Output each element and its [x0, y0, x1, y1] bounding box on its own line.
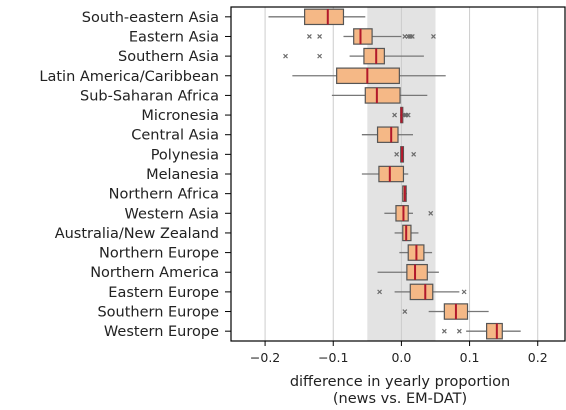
x-axis-label-line2: (news vs. EM-DAT)	[333, 391, 467, 407]
box-group	[377, 283, 467, 301]
x-tick-label: 0.2	[528, 350, 548, 365]
category-label: Melanesia	[146, 167, 219, 183]
outlier-marker	[394, 151, 400, 157]
outlier-stroke	[411, 151, 417, 157]
outlier-stroke	[394, 151, 400, 157]
category-label: Northern Africa	[109, 187, 219, 203]
box-group	[384, 205, 434, 222]
outlier-marker	[431, 34, 436, 39]
x-tick-label: 0.1	[460, 350, 480, 365]
outlier-stroke	[409, 34, 415, 39]
outlier-marker	[283, 53, 288, 59]
box-group	[377, 263, 439, 281]
outlier-marker	[456, 328, 462, 334]
outlier-stroke	[392, 112, 398, 118]
box	[353, 28, 373, 45]
outlier-stroke	[405, 112, 411, 118]
x-axis-label: difference in yearly proportion	[290, 374, 510, 390]
category-label: Polynesia	[151, 147, 219, 163]
outlier-marker	[306, 34, 312, 39]
category-label: Western Asia	[125, 206, 219, 222]
category-label: Western Europe	[104, 324, 219, 340]
outlier-stroke	[317, 34, 323, 39]
category-label: Southern Asia	[118, 49, 219, 65]
box	[304, 8, 345, 26]
box	[364, 87, 401, 104]
box-group	[361, 165, 409, 183]
outlier-stroke	[317, 53, 323, 59]
outlier-marker	[409, 34, 415, 39]
outlier-stroke	[456, 328, 462, 334]
category-label: Eastern Europe	[108, 285, 219, 301]
box-group	[331, 87, 428, 104]
outlier-marker	[405, 112, 411, 118]
box-group	[394, 224, 419, 242]
box-group	[402, 185, 407, 202]
outlier-stroke	[441, 328, 447, 334]
outlier-marker	[402, 309, 408, 314]
category-label: Southern Europe	[97, 305, 219, 321]
box-group	[441, 322, 521, 340]
plot-area: South-eastern Asia Eastern Asia Southern A…	[39, 6, 566, 365]
plot-frame	[230, 6, 566, 342]
box-group	[361, 126, 413, 143]
category-label: Australia/New Zealand	[55, 226, 219, 242]
outlier-marker	[392, 112, 398, 118]
box-group	[306, 28, 436, 45]
outlier-marker	[377, 289, 383, 295]
box	[486, 322, 503, 340]
box-group	[402, 303, 489, 320]
category-label: Northern America	[90, 265, 219, 281]
outlier-marker	[461, 289, 467, 295]
category-label: Latin America/Caribbean	[39, 69, 219, 85]
outlier-marker	[317, 53, 323, 59]
box-group	[394, 146, 417, 163]
category-label: Micronesia	[141, 108, 219, 124]
box-group	[268, 8, 366, 26]
box-group	[292, 67, 446, 85]
outlier-marker	[441, 328, 447, 334]
box	[409, 283, 434, 301]
box	[378, 165, 405, 183]
outlier-marker	[317, 34, 323, 39]
x-tick-label: 0.0	[391, 350, 411, 365]
outlier-stroke	[283, 53, 288, 59]
x-tick-label: −0.2	[250, 350, 280, 365]
category-label: South-eastern Asia	[82, 10, 219, 26]
outlier-stroke	[306, 34, 312, 39]
box	[376, 126, 399, 143]
box	[406, 263, 428, 281]
outlier-stroke	[428, 210, 434, 216]
outlier-stroke	[461, 289, 467, 295]
outlier-stroke	[431, 34, 436, 39]
outlier-marker	[428, 210, 434, 216]
box-group	[283, 47, 424, 65]
category-label: Eastern Asia	[129, 29, 219, 45]
box-group	[392, 106, 411, 124]
category-label: Northern Europe	[99, 246, 219, 262]
category-label: Central Asia	[131, 128, 219, 144]
outlier-stroke	[377, 289, 383, 295]
category-label: Sub-Saharan Africa	[80, 88, 219, 104]
box	[395, 205, 409, 222]
box	[363, 47, 385, 65]
box-group	[399, 244, 433, 261]
outlier-marker	[411, 151, 417, 157]
outlier-stroke	[402, 309, 408, 314]
x-tick-label: −0.1	[318, 350, 348, 365]
